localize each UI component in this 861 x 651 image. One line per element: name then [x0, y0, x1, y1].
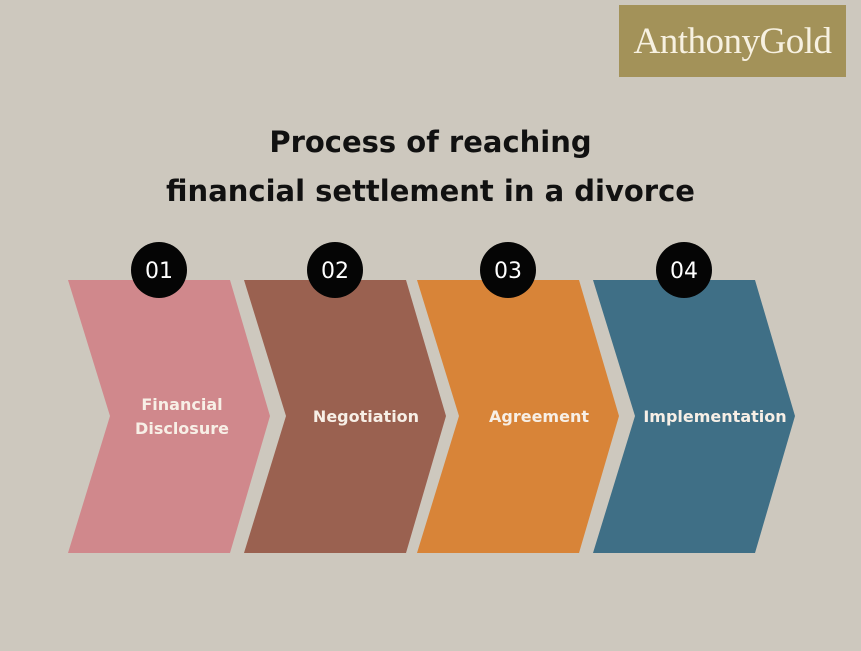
step-number: 01	[145, 259, 173, 284]
step-label: Financial	[141, 395, 222, 414]
title-line-2: financial settlement in a divorce	[166, 174, 695, 208]
page-title: Process of reaching financial settlement…	[0, 118, 861, 216]
step-chevron-3	[417, 280, 619, 553]
step-chevron-4	[593, 280, 795, 553]
step-number: 03	[494, 259, 522, 284]
step-number-badge	[131, 242, 187, 298]
step-number-badge	[656, 242, 712, 298]
step-label: Negotiation	[313, 407, 419, 426]
step-number: 02	[321, 259, 349, 284]
step-label: Agreement	[489, 407, 589, 426]
step-number-badge	[480, 242, 536, 298]
anthonygold-logo: AnthonyGold	[619, 5, 846, 77]
step-chevron-2	[244, 280, 446, 553]
step-label: Disclosure	[135, 419, 229, 438]
title-line-1: Process of reaching	[269, 125, 592, 159]
step-label: Implementation	[643, 407, 786, 426]
step-number-badge	[307, 242, 363, 298]
step-chevron-1	[68, 280, 270, 553]
step-number: 04	[670, 259, 698, 284]
